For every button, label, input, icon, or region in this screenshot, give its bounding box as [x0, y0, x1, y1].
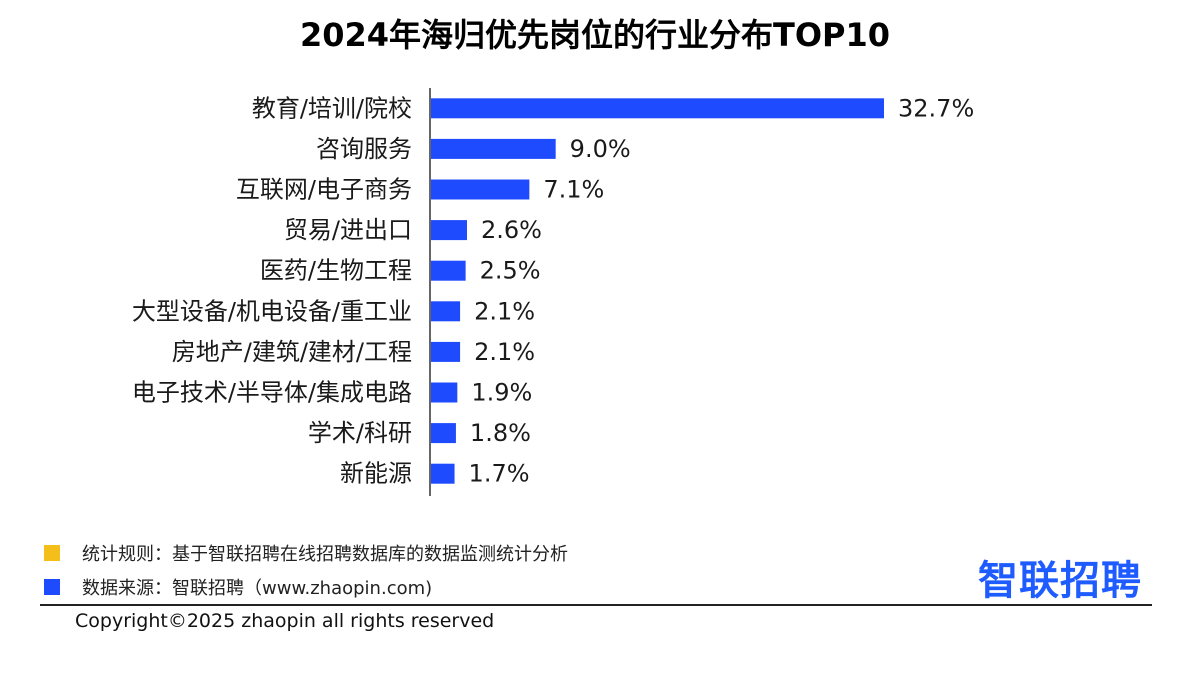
source-note: 数据来源：智联招聘（www.zhaopin.com)	[44, 574, 432, 600]
value-label: 2.1%	[474, 297, 535, 325]
bar	[431, 341, 461, 362]
bar	[431, 301, 461, 322]
bar	[431, 260, 466, 281]
value-label: 2.6%	[481, 216, 542, 244]
bar	[431, 179, 530, 200]
value-label: 1.8%	[470, 419, 531, 447]
rule-note-text: 统计规则：基于智联招聘在线招聘数据库的数据监测统计分析	[82, 544, 568, 565]
value-label: 2.5%	[480, 257, 541, 285]
category-label: 互联网/电子商务	[236, 176, 412, 204]
bar	[431, 138, 556, 159]
bar	[431, 382, 458, 403]
value-label: 32.7%	[898, 94, 974, 122]
bar	[431, 423, 456, 444]
rule-note: 统计规则：基于智联招聘在线招聘数据库的数据监测统计分析	[44, 540, 568, 566]
bar	[431, 463, 455, 484]
value-label: 9.0%	[570, 135, 631, 163]
bar	[431, 220, 468, 241]
category-label: 咨询服务	[316, 135, 412, 163]
value-label: 7.1%	[543, 176, 604, 204]
brand-logo: 智联招聘	[978, 558, 1142, 604]
category-label: 电子技术/半导体/集成电路	[132, 379, 412, 407]
category-label: 房地产/建筑/建材/工程	[172, 338, 412, 366]
source-square-icon	[44, 579, 60, 595]
bar	[431, 98, 884, 119]
category-label: 贸易/进出口	[284, 216, 412, 244]
chart-title: 2024年海归优先岗位的行业分布TOP10	[299, 16, 891, 54]
copyright-text: Copyright©2025 zhaopin all rights reserv…	[75, 610, 495, 632]
value-label: 2.1%	[474, 338, 535, 366]
category-label: 医药/生物工程	[260, 257, 412, 285]
footer-divider	[40, 604, 1152, 606]
bar-chart: 教育/培训/院校 32.7% 咨询服务 9.0% 互联网/电子商务 7.1% 贸易/进出口 2…	[132, 88, 974, 496]
source-note-text: 数据来源：智联招聘（www.zhaopin.com)	[82, 578, 433, 599]
value-label: 1.7%	[469, 460, 530, 488]
category-label: 新能源	[340, 460, 412, 488]
category-label: 教育/培训/院校	[252, 94, 412, 122]
bars-group: 教育/培训/院校 32.7% 咨询服务 9.0% 互联网/电子商务 7.1% 贸易/进出口 2…	[132, 94, 974, 487]
rule-square-icon	[44, 545, 60, 561]
category-label: 大型设备/机电设备/重工业	[132, 297, 412, 325]
value-label: 1.9%	[471, 379, 532, 407]
category-label: 学术/科研	[308, 419, 412, 447]
